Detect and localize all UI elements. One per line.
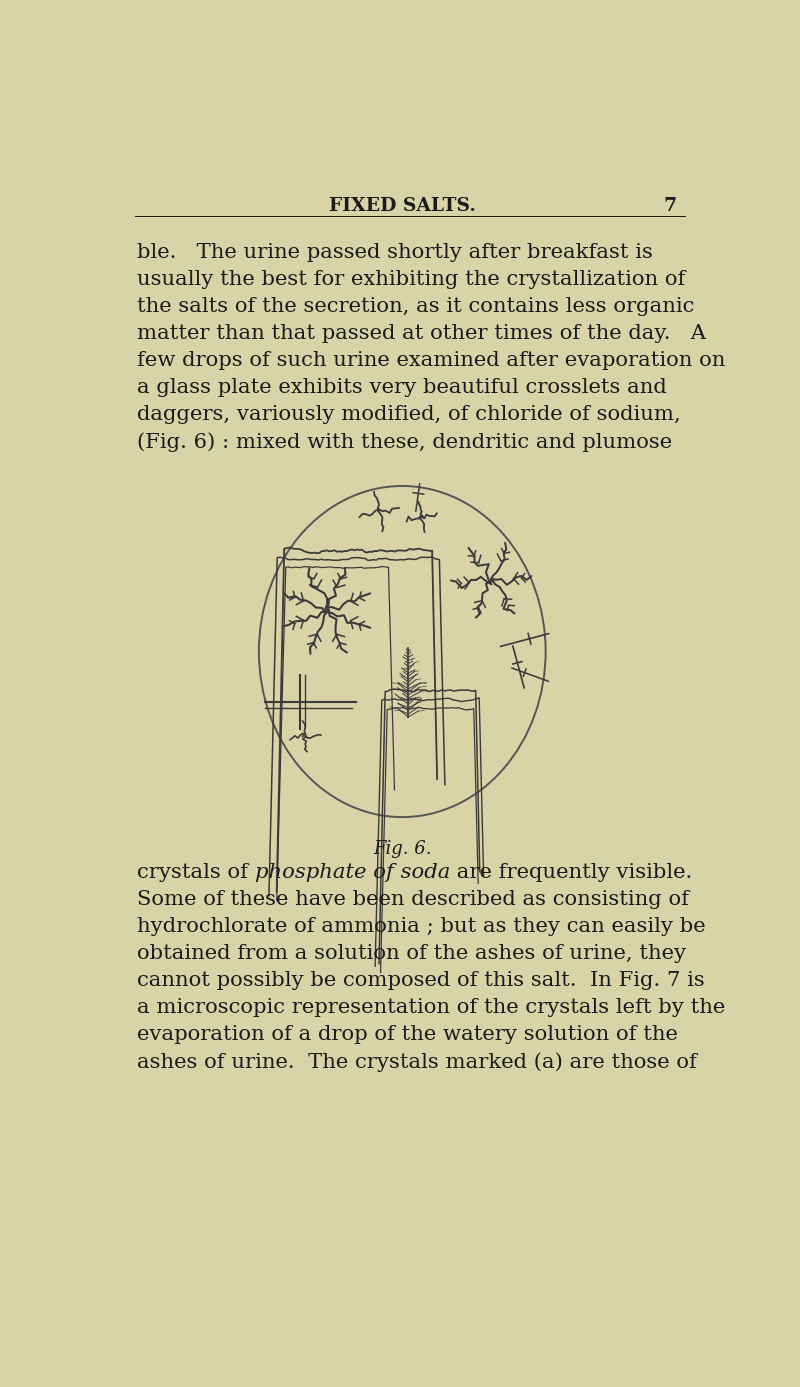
Text: hydrochlorate of ammonia ; but as they can easily be: hydrochlorate of ammonia ; but as they c…	[138, 917, 706, 936]
Text: a microscopic representation of the crystals left by the: a microscopic representation of the crys…	[138, 999, 726, 1017]
Text: evaporation of a drop of the watery solution of the: evaporation of a drop of the watery solu…	[138, 1025, 678, 1044]
Text: crystals of: crystals of	[138, 863, 255, 882]
Text: the salts of the secretion, as it contains less organic: the salts of the secretion, as it contai…	[138, 297, 694, 316]
Text: few drops of such urine examined after evaporation on: few drops of such urine examined after e…	[138, 351, 726, 370]
Text: Fig. 6.: Fig. 6.	[373, 841, 431, 859]
Text: daggers, variously modified, of chloride of sodium,: daggers, variously modified, of chloride…	[138, 405, 681, 424]
Text: FIXED SALTS.: FIXED SALTS.	[329, 197, 476, 215]
Text: usually the best for exhibiting the crystallization of: usually the best for exhibiting the crys…	[138, 270, 686, 290]
Text: ble.   The urine passed shortly after breakfast is: ble. The urine passed shortly after brea…	[138, 244, 653, 262]
Text: (Fig. 6) : mixed with these, dendritic and plumose: (Fig. 6) : mixed with these, dendritic a…	[138, 433, 672, 452]
Text: matter than that passed at other times of the day.   A: matter than that passed at other times o…	[138, 325, 706, 344]
Text: ashes of urine.  The crystals marked (a) are those of: ashes of urine. The crystals marked (a) …	[138, 1051, 697, 1072]
Text: phosphate of soda: phosphate of soda	[255, 863, 450, 882]
Text: are frequently visible.: are frequently visible.	[450, 863, 693, 882]
Text: Some of these have been described as consisting of: Some of these have been described as con…	[138, 890, 690, 910]
Text: cannot possibly be composed of this salt.  In Fig. 7 is: cannot possibly be composed of this salt…	[138, 971, 705, 990]
Text: obtained from a solution of the ashes of urine, they: obtained from a solution of the ashes of…	[138, 945, 686, 963]
Text: a glass plate exhibits very beautiful crosslets and: a glass plate exhibits very beautiful cr…	[138, 379, 667, 397]
Text: 7: 7	[663, 197, 676, 215]
